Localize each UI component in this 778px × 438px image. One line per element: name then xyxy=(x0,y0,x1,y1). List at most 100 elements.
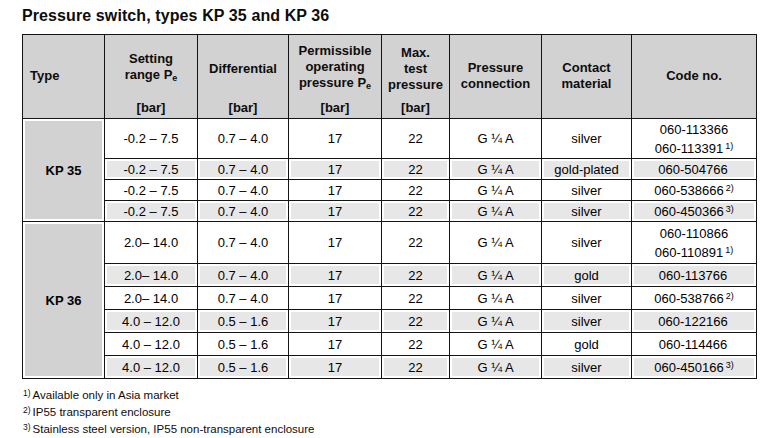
footnotes: 1)Available only in Asia market 2)IP55 t… xyxy=(23,386,778,437)
table-row: 2.0– 14.0 0.7 – 4.0 17 22 G ¼ A gold 060… xyxy=(23,264,757,287)
cell-setting: 4.0 – 12.0 xyxy=(105,333,198,356)
cell-permissible: 17 xyxy=(289,201,382,222)
cell-type-group-kp35: KP 35 xyxy=(23,119,105,222)
cell-maxtest: 22 xyxy=(382,201,450,222)
cell-differential: 0.7 – 4.0 xyxy=(198,159,289,180)
footnote-marker: 1) xyxy=(725,141,733,151)
footnote-text: Available only in Asia market xyxy=(33,389,179,401)
cell-contact: silver xyxy=(542,119,632,159)
cell-code: 060-504766 xyxy=(632,159,757,180)
cell-differential: 0.7 – 4.0 xyxy=(198,264,289,287)
header-contact-line1: Contact xyxy=(542,60,631,76)
header-permissible-pressure: Permissible operating pressure Pe [bar] xyxy=(289,35,382,119)
cell-code: 060-114466 xyxy=(632,333,757,356)
cell-setting: -0.2 – 7.5 xyxy=(105,180,198,201)
header-permissible-unit: [bar] xyxy=(289,100,381,115)
cell-maxtest: 22 xyxy=(382,310,450,333)
cell-contact: silver xyxy=(542,310,632,333)
cell-permissible: 17 xyxy=(289,287,382,310)
cell-maxtest: 22 xyxy=(382,287,450,310)
cell-setting: -0.2 – 7.5 xyxy=(105,159,198,180)
cell-connection: G ¼ A xyxy=(450,264,542,287)
cell-setting: -0.2 – 7.5 xyxy=(105,119,198,159)
footnote-marker: 3) xyxy=(726,360,734,370)
cell-connection: G ¼ A xyxy=(450,310,542,333)
cell-contact: silver xyxy=(542,287,632,310)
code-number: 060-538666 xyxy=(654,183,723,198)
cell-permissible: 17 xyxy=(289,180,382,201)
footnote-text: IP55 transparent enclosure xyxy=(33,406,171,418)
cell-contact: silver xyxy=(542,222,632,264)
table-row: -0.2 – 7.5 0.7 – 4.0 17 22 G ¼ A silver … xyxy=(23,201,757,222)
cell-connection: G ¼ A xyxy=(450,201,542,222)
header-contact-line2: material xyxy=(542,76,631,92)
footnote-text: Stainless steel version, IP55 non-transp… xyxy=(33,423,315,435)
header-differential-unit: [bar] xyxy=(198,100,288,115)
cell-maxtest: 22 xyxy=(382,264,450,287)
footnote-marker: 1) xyxy=(23,388,31,398)
code-number: 060-110866 xyxy=(632,225,756,242)
cell-code: 060-5386662) xyxy=(632,180,757,201)
cell-permissible: 17 xyxy=(289,222,382,264)
cell-differential: 0.5 – 1.6 xyxy=(198,333,289,356)
header-maxtest-unit: [bar] xyxy=(382,100,449,115)
header-permissible-line3: pressure Pe xyxy=(289,75,381,94)
header-connection-line2: connection xyxy=(450,76,541,92)
cell-connection: G ¼ A xyxy=(450,222,542,264)
cell-maxtest: 22 xyxy=(382,180,450,201)
header-contact-material: Contact material xyxy=(542,35,632,119)
footnote-marker: 3) xyxy=(726,204,734,214)
cell-contact: gold xyxy=(542,333,632,356)
cell-maxtest: 22 xyxy=(382,356,450,379)
header-setting-range: Setting range Pe [bar] xyxy=(105,35,198,119)
cell-permissible: 17 xyxy=(289,119,382,159)
datasheet-page: Pressure switch, types KP 35 and KP 36 T… xyxy=(0,0,778,437)
cell-maxtest: 22 xyxy=(382,159,450,180)
cell-maxtest: 22 xyxy=(382,222,450,264)
table-row: 4.0 – 12.0 0.5 – 1.6 17 22 G ¼ A silver … xyxy=(23,356,757,379)
footnote-1: 1)Available only in Asia market xyxy=(23,386,778,403)
footnote-marker: 3) xyxy=(23,422,31,432)
code-number: 060-504766 xyxy=(658,162,727,177)
cell-setting: 2.0– 14.0 xyxy=(105,264,198,287)
pe-subscript: e xyxy=(172,73,177,83)
header-connection-line1: Pressure xyxy=(450,60,541,76)
header-pressure-connection: Pressure connection xyxy=(450,35,542,119)
table-row: 2.0– 14.0 0.7 – 4.0 17 22 G ¼ A silver 0… xyxy=(23,287,757,310)
cell-permissible: 17 xyxy=(289,159,382,180)
table-row: -0.2 – 7.5 0.7 – 4.0 17 22 G ¼ A silver … xyxy=(23,180,757,201)
cell-connection: G ¼ A xyxy=(450,159,542,180)
cell-permissible: 17 xyxy=(289,333,382,356)
cell-code: 060-122166 xyxy=(632,310,757,333)
code-number: 060-113766 xyxy=(659,268,727,283)
table-row: KP 35 -0.2 – 7.5 0.7 – 4.0 17 22 G ¼ A s… xyxy=(23,119,757,159)
header-code-label: Code no. xyxy=(632,68,756,84)
cell-contact: silver xyxy=(542,201,632,222)
cell-differential: 0.7 – 4.0 xyxy=(198,287,289,310)
cell-code: 060-113766 xyxy=(632,264,757,287)
cell-type-group-kp36: KP 36 xyxy=(23,222,105,379)
code-number: 060-1133911) xyxy=(632,138,756,157)
cell-setting: 2.0– 14.0 xyxy=(105,222,198,264)
code-number: 060-450166 xyxy=(654,360,723,375)
cell-permissible: 17 xyxy=(289,356,382,379)
code-number: 060-113366 xyxy=(632,121,756,138)
cell-differential: 0.7 – 4.0 xyxy=(198,180,289,201)
footnote-marker: 2) xyxy=(23,405,31,415)
code-number: 060-114466 xyxy=(659,337,727,352)
header-setting-line1: Setting xyxy=(105,51,197,67)
cell-connection: G ¼ A xyxy=(450,180,542,201)
header-differential: Differential [bar] xyxy=(198,35,289,119)
cell-permissible: 17 xyxy=(289,264,382,287)
cell-contact: gold xyxy=(542,264,632,287)
cell-contact: silver xyxy=(542,356,632,379)
cell-connection: G ¼ A xyxy=(450,333,542,356)
cell-connection: G ¼ A xyxy=(450,119,542,159)
cell-maxtest: 22 xyxy=(382,119,450,159)
cell-differential: 0.7 – 4.0 xyxy=(198,222,289,264)
cell-differential: 0.7 – 4.0 xyxy=(198,119,289,159)
code-number: 060-1108911) xyxy=(632,242,756,261)
header-code-no: Code no. xyxy=(632,35,757,119)
cell-code: 060-4501663) xyxy=(632,356,757,379)
code-number: 060-538766 xyxy=(654,291,723,306)
